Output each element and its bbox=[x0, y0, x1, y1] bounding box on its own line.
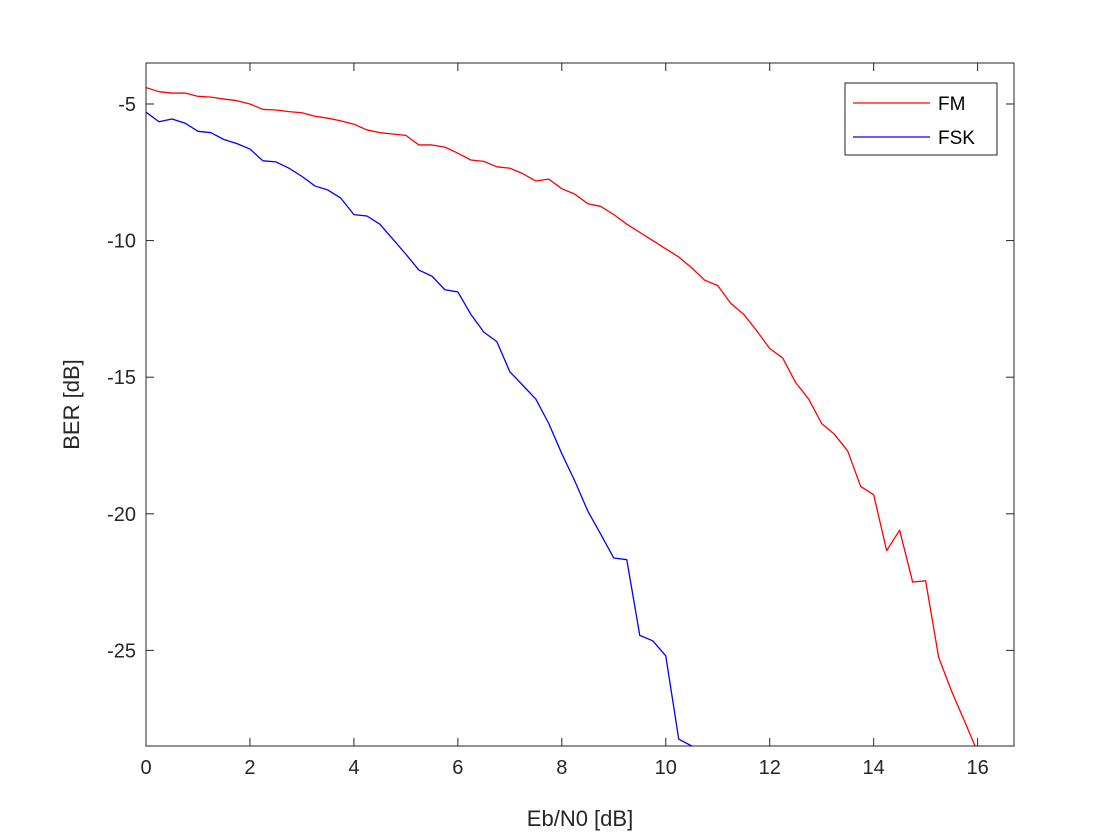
legend[interactable]: FM FSK bbox=[844, 82, 998, 156]
y-tick-label: -10 bbox=[107, 231, 136, 253]
x-tick-label: 0 bbox=[140, 757, 151, 779]
y-axis-label: BER [dB] bbox=[59, 359, 84, 449]
series-line-fm bbox=[146, 86, 976, 746]
x-axis-label: Eb/N0 [dB] bbox=[527, 806, 633, 831]
y-tick-label: -5 bbox=[118, 94, 136, 116]
x-tick-label: 10 bbox=[655, 757, 677, 779]
y-tick-label: -25 bbox=[107, 640, 136, 662]
axes: 0 2 4 6 8 10 12 14 16 -5 -10 -15 -20 -25 Eb/N0 [dB] BER… bbox=[59, 62, 1015, 831]
x-tick-label: 6 bbox=[452, 757, 463, 779]
x-tick-label: 12 bbox=[759, 757, 781, 779]
x-tick-label: 16 bbox=[966, 757, 988, 779]
legend-label-fm: FM bbox=[938, 94, 965, 115]
x-tick-label: 2 bbox=[244, 757, 255, 779]
plot-area bbox=[146, 86, 976, 746]
y-tick-label: -15 bbox=[107, 367, 136, 389]
series-line-fsk bbox=[146, 111, 693, 746]
legend-label-fsk: FSK bbox=[938, 128, 975, 149]
legend-box bbox=[844, 82, 998, 156]
axes-box bbox=[145, 62, 1015, 747]
y-tick-label: -20 bbox=[107, 504, 136, 526]
x-tick-label: 8 bbox=[556, 757, 567, 779]
x-tick-label: 14 bbox=[863, 757, 885, 779]
x-tick-label: 4 bbox=[348, 757, 359, 779]
